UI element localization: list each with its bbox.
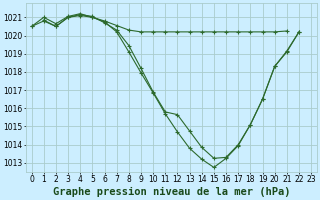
X-axis label: Graphe pression niveau de la mer (hPa): Graphe pression niveau de la mer (hPa) [52,187,290,197]
